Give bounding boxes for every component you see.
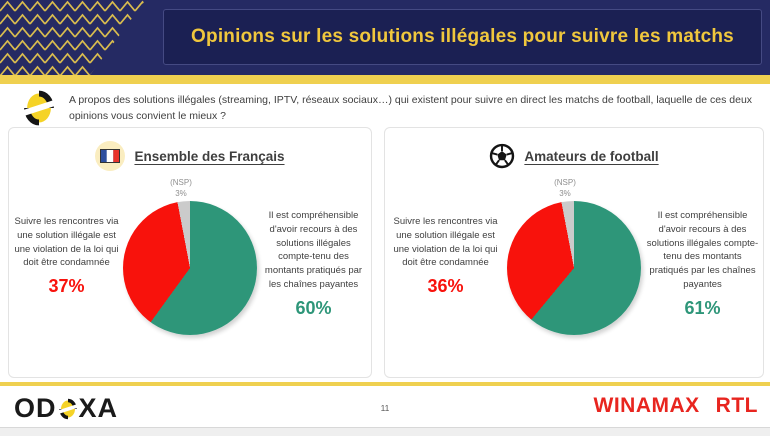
panel-title: Ensemble des Français: [134, 148, 285, 164]
title-box: Opinions sur les solutions illégales pou…: [163, 9, 762, 65]
nsp-text: (NSP): [554, 178, 576, 187]
slice-label-left: Suivre les rencontres via une solution i…: [12, 215, 121, 299]
bottom-strip: [0, 427, 770, 436]
slice-percentage: 37%: [48, 276, 85, 297]
slice-label-text: Il est compréhensible d'avoir recours à …: [646, 210, 759, 290]
pie-chart-ensemble: [123, 201, 257, 335]
slice-label-right: Il est compréhensible d'avoir recours à …: [645, 209, 760, 321]
panel-ensemble-des-francais: Ensemble des Français Suivre les rencont…: [8, 127, 372, 378]
slice-label-text: Suivre les rencontres via une solution i…: [14, 216, 119, 269]
pie-chart-block: Suivre les rencontres via une solution i…: [9, 177, 371, 335]
nsp-text: (NSP): [170, 178, 192, 187]
rtl-logo: RTL: [715, 394, 758, 417]
odoxa-logo-text: OD: [14, 393, 57, 423]
header-banner: Opinions sur les solutions illégales pou…: [0, 0, 770, 75]
nsp-label: (NSP) 3%: [496, 177, 634, 201]
odoxa-logo-text: XA: [78, 393, 119, 423]
nsp-label: (NSP) 3%: [114, 177, 248, 201]
question-text: A propos des solutions illégales (stream…: [69, 94, 753, 123]
winamax-logo: WINAMAX: [593, 394, 700, 417]
page-number: 11: [380, 403, 390, 413]
slice-label-text: Il est compréhensible d'avoir recours à …: [264, 210, 363, 290]
slice-label-left: Suivre les rencontres via une solution i…: [388, 215, 503, 299]
header-accent-bar: [0, 75, 770, 84]
panel-header: Ensemble des Français: [9, 141, 371, 171]
odoxa-logo: OD XA: [14, 393, 118, 424]
soccer-ball-icon: [490, 143, 515, 169]
pie-chart-amateurs: [507, 201, 641, 335]
odoxa-mark-icon: [22, 90, 56, 126]
french-flag-icon: [95, 141, 126, 171]
footer: OD XA 11 WINAMAX RTL: [0, 386, 770, 427]
pie-column: (NSP) 3%: [505, 177, 643, 335]
panel-title: Amateurs de football: [524, 148, 659, 164]
question-row: A propos des solutions illégales (stream…: [22, 89, 758, 127]
nsp-percentage: 3%: [559, 189, 571, 199]
footer-accent-line: [0, 382, 770, 386]
brand-logos: WINAMAX RTL: [594, 394, 758, 418]
pie-chart-block: Suivre les rencontres via une solution i…: [385, 177, 763, 335]
panel-header: Amateurs de football: [385, 141, 763, 171]
nsp-percentage: 3%: [175, 189, 187, 199]
slice-percentage: 36%: [427, 276, 464, 297]
panel-amateurs-de-football: Amateurs de football Suivre les rencontr…: [384, 127, 764, 378]
slice-percentage: 61%: [684, 297, 721, 318]
slice-percentage: 60%: [295, 297, 332, 318]
slice-label-right: Il est compréhensible d'avoir recours à …: [259, 209, 368, 321]
slice-label-text: Suivre les rencontres via une solution i…: [393, 216, 498, 269]
zigzag-pattern-icon: [0, 0, 146, 75]
odoxa-mark-icon: [57, 398, 78, 419]
chevron-pattern-decoration: [0, 0, 146, 75]
pie-column: (NSP) 3%: [123, 177, 257, 335]
page-title: Opinions sur les solutions illégales pou…: [191, 26, 734, 47]
